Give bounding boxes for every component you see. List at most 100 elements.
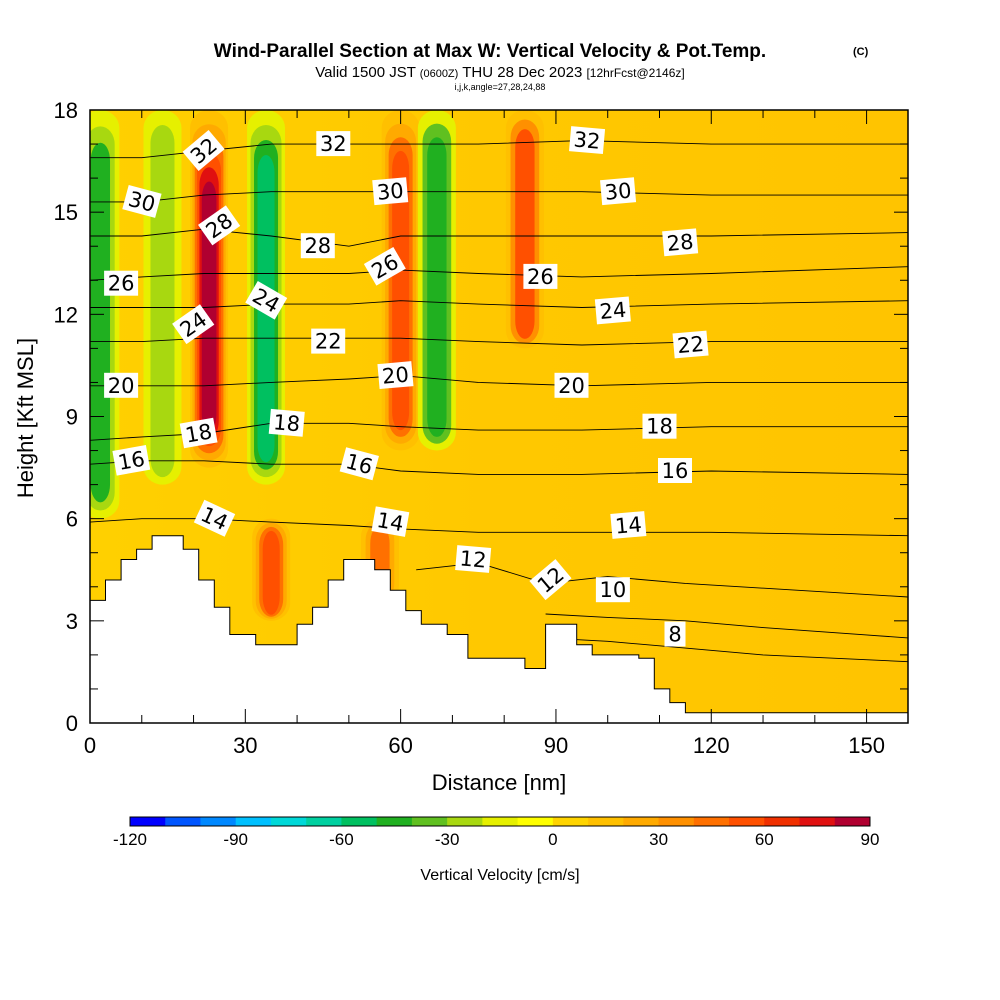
contour-label-box — [193, 499, 236, 537]
colorbar — [129, 816, 871, 827]
x-tick-label: 60 — [388, 733, 412, 758]
contour-label-14: 24 — [594, 296, 631, 325]
y-tick-label: 3 — [66, 609, 78, 634]
contour-label-8: 28 — [662, 228, 699, 257]
chart-title: Wind-Parallel Section at Max W: Vertical… — [214, 41, 766, 62]
contour-label-19: 20 — [554, 372, 589, 398]
contour-label-7: 28 — [300, 233, 335, 259]
contour-label-box — [664, 621, 686, 647]
y-tick-label: 15 — [54, 200, 78, 225]
colorbar-tick-label: 0 — [548, 830, 557, 849]
contour-label-32: 8 — [664, 621, 686, 647]
contour-label-box — [182, 130, 225, 172]
contour-label-box — [122, 184, 162, 218]
contour-label-box — [672, 330, 709, 359]
contour-label-box — [316, 131, 351, 157]
contour-label-15: 22 — [311, 328, 346, 354]
contour-label-box — [363, 246, 406, 286]
contour-label-box — [569, 126, 606, 155]
x-tick-label: 150 — [848, 733, 885, 758]
contour-label-box — [179, 417, 218, 449]
contour-label-18: 20 — [377, 361, 414, 390]
chart-subtitle: Valid 1500 JST (0600Z) THU 28 Dec 2023 [… — [315, 64, 684, 81]
contour-label-text: 18 — [646, 415, 673, 439]
x-tick-label: 30 — [233, 733, 257, 758]
x-axis-label: Distance [nm] — [432, 770, 567, 795]
contour-label-text: 30 — [376, 179, 405, 205]
contour-label-box — [268, 408, 305, 437]
velocity-band-6-2 — [427, 137, 447, 437]
colorbar-swatch — [341, 817, 378, 826]
colorbar-label: Vertical Velocity [cm/s] — [420, 867, 579, 884]
colorbar-swatch — [517, 817, 554, 826]
contour-label-box — [371, 506, 410, 537]
contour-label-box — [172, 304, 215, 345]
velocity-band-0-2 — [90, 142, 111, 503]
copyright-mark: (C) — [853, 46, 869, 58]
velocity-band-5-3 — [392, 150, 410, 431]
isentrope-20 — [90, 375, 908, 387]
contour-label-text: 20 — [381, 362, 410, 388]
contour-label-text: 18 — [183, 419, 213, 447]
contour-label-text: 28 — [304, 234, 331, 258]
contour-label-text: 22 — [676, 332, 705, 358]
y-tick-label: 6 — [66, 507, 78, 532]
contour-label-22: 18 — [642, 413, 677, 439]
velocity-band-4-3 — [262, 530, 280, 615]
contour-label-box — [642, 413, 677, 439]
colorbar-swatch — [623, 817, 660, 826]
contour-label-box — [377, 361, 414, 390]
contour-label-31: 10 — [595, 577, 630, 603]
contour-label-box — [311, 328, 346, 354]
subtitle-fcst: [12hrFcst@2146z] — [586, 66, 684, 80]
x-tick-label: 90 — [544, 733, 568, 758]
contour-label-text: 20 — [108, 374, 135, 398]
colorbar-ticks: -120 -90 -60 -30 0 30 60 90 — [113, 830, 879, 849]
colorbar-swatch — [552, 817, 589, 826]
colorbar-swatch — [799, 817, 836, 826]
contour-label-16: 22 — [672, 330, 709, 359]
subtitle-utc: (0600Z) — [420, 68, 459, 80]
contour-label-box — [523, 263, 558, 289]
velocity-band-7-2 — [515, 129, 535, 339]
contour-label-23: 16 — [112, 445, 151, 476]
isentrope-24 — [90, 300, 908, 308]
contour-label-box — [104, 372, 139, 398]
subtitle-valid: Valid 1500 JST — [315, 64, 415, 81]
contour-label-box — [300, 233, 335, 259]
contour-label-text: 8 — [668, 623, 681, 647]
colorbar-swatch — [729, 817, 765, 826]
contour-label-box — [595, 577, 630, 603]
contour-label-4: 30 — [372, 177, 409, 206]
contour-label-21: 18 — [268, 408, 305, 437]
x-tick-label: 120 — [693, 733, 730, 758]
contour-label-29: 12 — [455, 545, 492, 573]
contour-label-text: 30 — [604, 179, 633, 205]
plot-area — [90, 110, 908, 723]
chart-indices: i,j,k,angle=27,28,24,88 — [455, 82, 546, 92]
colorbar-tick-label: -120 — [113, 830, 147, 849]
colorbar-swatch — [588, 817, 624, 826]
contour-label-25: 16 — [658, 458, 692, 483]
x-axis: 0 30 60 90 120 150 — [84, 110, 885, 758]
colorbar-swatch — [764, 817, 801, 826]
contour-label-2: 32 — [569, 126, 606, 155]
contour-label-text: 14 — [614, 512, 643, 538]
contour-label-text: 14 — [375, 508, 405, 536]
isentrope-8 — [545, 637, 908, 663]
colorbar-tick-label: 90 — [861, 830, 880, 849]
colorbar-swatch — [270, 817, 307, 826]
terrain-mask — [90, 535, 908, 723]
contour-label-text: 16 — [662, 459, 689, 483]
isentrope-22 — [90, 337, 908, 346]
contour-label-box — [112, 445, 151, 476]
colorbar-tick-label: 30 — [649, 830, 668, 849]
contour-label-text: 10 — [600, 578, 627, 602]
contour-label-box — [372, 177, 409, 206]
colorbar-swatch — [235, 817, 272, 826]
contour-label-box — [198, 205, 241, 246]
contour-label-box — [600, 177, 637, 206]
contour-label-text: 22 — [315, 330, 342, 354]
colorbar-swatch — [834, 817, 871, 826]
